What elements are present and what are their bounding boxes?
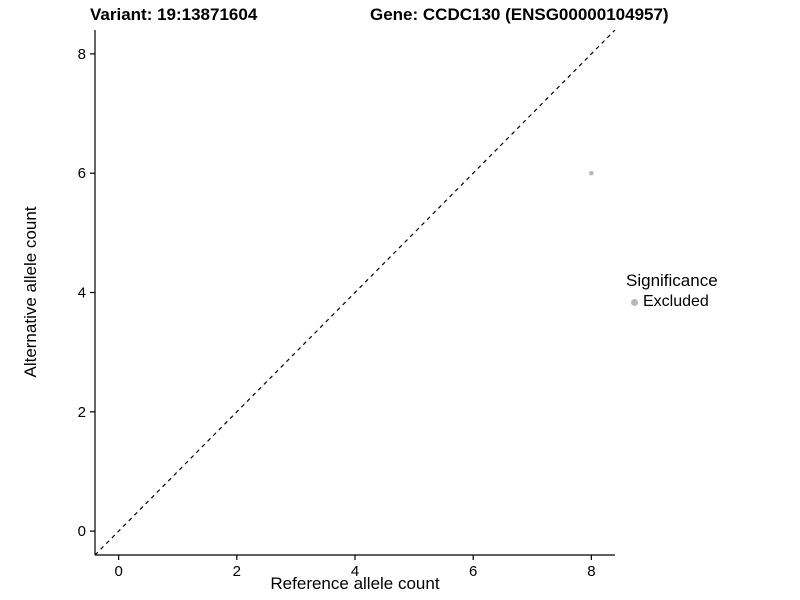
data-point — [589, 170, 594, 176]
x-tick-label: 6 — [469, 563, 477, 580]
identity-line — [94, 29, 616, 556]
x-tick-label: 2 — [233, 563, 241, 580]
y-tick-label: 8 — [78, 46, 86, 63]
legend-title: Significance — [626, 271, 718, 290]
legend-entry-label: Excluded — [643, 293, 709, 310]
y-tick-label: 6 — [78, 165, 86, 182]
variant-title: Variant: 19:13871604 — [90, 5, 258, 24]
x-tick-label: 8 — [587, 563, 595, 580]
y-tick-label: 2 — [78, 404, 86, 421]
y-axis-label: Alternative allele count — [21, 206, 40, 378]
y-tick-label: 4 — [78, 285, 86, 302]
gene-title: Gene: CCDC130 (ENSG00000104957) — [370, 5, 669, 24]
x-tick-label: 4 — [351, 563, 359, 580]
y-tick-label: 0 — [78, 523, 86, 540]
x-axis-label: Reference allele count — [270, 574, 440, 593]
legend-entry-excluded: Excluded — [626, 293, 718, 311]
legend: Significance Excluded — [626, 271, 718, 311]
excluded-point-icon — [631, 298, 638, 306]
x-tick-label: 0 — [114, 563, 122, 580]
